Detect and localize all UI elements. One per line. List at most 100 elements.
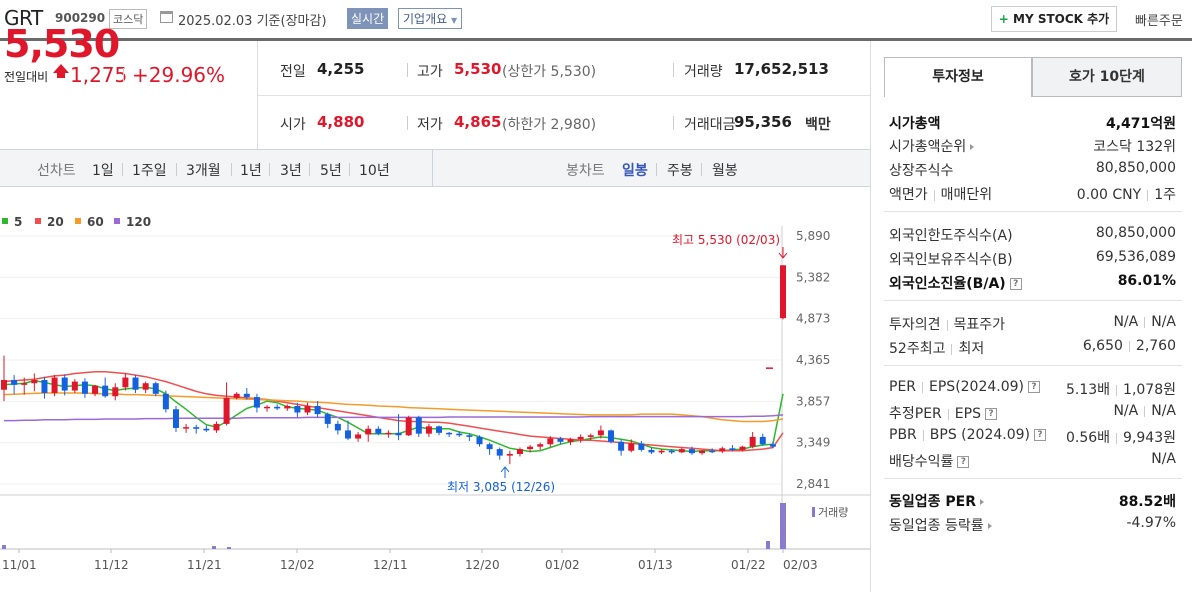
toolbar-separator (176, 163, 177, 176)
stats-separator (673, 63, 674, 77)
candle-body (243, 393, 250, 398)
help-icon[interactable]: ? (1009, 278, 1022, 290)
x-tick-label: 11/12 (94, 558, 129, 572)
stats-separator (673, 116, 674, 130)
chevron-down-icon: ▼ (451, 16, 458, 25)
tab-order-book[interactable]: 호가 10단계 (1032, 57, 1182, 97)
period-3y[interactable]: 3년 (280, 163, 302, 179)
x-tick-label: 11/01 (2, 558, 37, 572)
candle-body (31, 379, 38, 384)
help-icon[interactable]: ? (984, 408, 997, 420)
legend-ma60: 60 (87, 215, 104, 229)
candle-body (385, 432, 392, 435)
foreign-limit-label: 외국인한도주식수(A) (889, 228, 1013, 244)
volume-legend-swatch (812, 507, 815, 517)
bps-label: BPS (2024.09) (929, 427, 1030, 443)
candlestick-chart[interactable]: 거래량 5,8905,3824,8734,3653,8573,3492,841 … (0, 187, 870, 592)
add-mystock-button[interactable]: + MY STOCK 추가 (991, 6, 1117, 32)
legend-ma5: 5 (14, 215, 23, 229)
candle-body (658, 450, 665, 453)
candle-body (213, 423, 220, 431)
candle-body (567, 439, 574, 442)
help-icon[interactable]: ? (957, 456, 970, 468)
annotation-high: 최고 5,530 (02/03) (672, 233, 780, 247)
period-10y[interactable]: 10년 (359, 163, 390, 179)
toolbar-separator (122, 163, 123, 176)
foreign-ratio-value: 86.01% (1117, 273, 1176, 289)
candle-body (729, 448, 736, 450)
info-row-opinion: 투자의견 목표주가 N/A N/A (889, 314, 1176, 334)
est-per-label: 추정PER (889, 406, 942, 422)
candle-monthly[interactable]: 월봉 (712, 163, 738, 179)
x-tick-label: 01/02 (545, 558, 580, 572)
unit-value: 1주 (1154, 187, 1176, 203)
w52-high-value: 6,650 (1082, 338, 1123, 354)
dividend-label: 배당수익률 (889, 454, 954, 470)
candle-body (436, 426, 443, 433)
candle-body (152, 383, 159, 394)
info-row-sector-chg[interactable]: 동일업종 등락률 -4.97% (889, 515, 1176, 535)
low-value: 4,865 (454, 113, 502, 131)
candle-body (193, 427, 200, 429)
candle-body (172, 409, 179, 428)
volume-bar (227, 547, 231, 549)
toolbar-separator (349, 163, 350, 176)
y-tick-label: 4,365 (796, 353, 830, 367)
plus-icon: + (998, 12, 1009, 26)
candle-body (112, 387, 119, 397)
x-tick-label: 12/11 (373, 558, 408, 572)
change-separator (123, 68, 124, 82)
header-divider (0, 38, 1192, 41)
info-row-sector-per[interactable]: 동일업종 PER 88.52배 (889, 491, 1176, 511)
lower-limit: (하한가 2,980) (502, 117, 597, 133)
candle-body (405, 417, 412, 436)
info-divider (884, 300, 1182, 301)
price-change-percent: +29.96% (132, 63, 226, 87)
tab-investment-info[interactable]: 투자정보 (884, 57, 1032, 97)
open-value: 4,880 (317, 113, 365, 131)
candle-body (446, 432, 453, 435)
legend-swatch-5 (2, 218, 8, 224)
price-change: 1,275 (70, 63, 128, 87)
help-icon[interactable]: ? (1028, 381, 1041, 393)
info-row-cap-rank[interactable]: 시가총액순위 코스닥 132위 (889, 136, 1176, 156)
candle-body (1, 379, 7, 390)
candle-body (264, 406, 271, 409)
candle-body (233, 393, 240, 398)
period-1w[interactable]: 1주일 (132, 163, 167, 179)
candle-body (324, 414, 331, 424)
x-tick-label: 01/22 (731, 558, 766, 572)
candle-weekly[interactable]: 주봉 (667, 163, 693, 179)
par-label: 액면가 (889, 187, 928, 203)
help-icon[interactable]: ? (1033, 429, 1046, 441)
foreign-ratio-label: 외국인소진율(B/A) (889, 276, 1006, 292)
candle-body (456, 433, 463, 436)
period-1d[interactable]: 1일 (92, 163, 114, 179)
realtime-button[interactable]: 실시간 (347, 8, 389, 29)
quick-order-button[interactable]: 빠른주문 (1135, 14, 1183, 29)
sector-per-value: 88.52배 (1118, 494, 1176, 510)
annotation-low: 최저 3,085 (12/26) (447, 480, 555, 494)
high-value: 5,530 (454, 60, 502, 78)
candle-body (486, 444, 493, 450)
pbr-label: PBR (889, 427, 917, 443)
candle-body (51, 377, 58, 393)
period-5y[interactable]: 5년 (320, 163, 342, 179)
y-tick-label: 3,857 (796, 394, 830, 408)
x-tick-label: 11/21 (187, 558, 222, 572)
per-value: 5.13배 (1065, 382, 1111, 398)
toolbar-separator (269, 163, 270, 176)
period-1y[interactable]: 1년 (240, 163, 262, 179)
period-3m[interactable]: 3개월 (186, 163, 221, 179)
foreign-hold-label: 외국인보유주식수(B) (889, 252, 1013, 268)
stats-row-divider (258, 95, 870, 96)
legend-swatch-60 (75, 218, 81, 224)
opinion-value: N/A (1113, 314, 1139, 330)
company-overview-button[interactable]: 기업개요 ▼ (398, 8, 463, 29)
info-row-dividend: 배당수익률? N/A (889, 451, 1176, 471)
x-tick-label: 01/13 (638, 558, 673, 572)
candle-daily[interactable]: 일봉 (622, 163, 648, 179)
info-divider (884, 478, 1182, 479)
candle-body (375, 428, 382, 434)
w52-low-label: 최저 (958, 341, 985, 357)
